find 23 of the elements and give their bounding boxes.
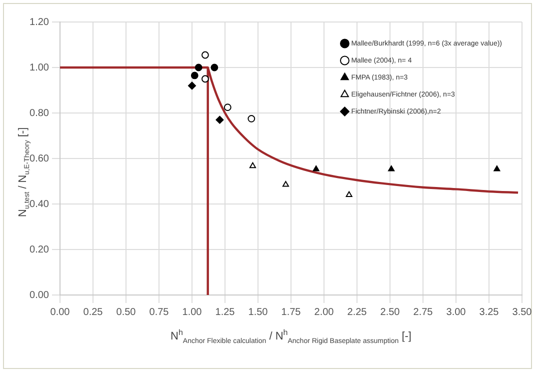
x-tick-label: 2.00 <box>314 306 334 318</box>
y-tick-label: 0.80 <box>30 108 50 119</box>
x-axis-title: N$^{h}$$_{Anchor Flexible calculation}$ / N$^{h}$$_{Anchor Rigid Baseplate assumption}$ [-] <box>170 328 412 345</box>
y-tick-label: 0.40 <box>30 198 50 210</box>
x-tick-label: 3.00 <box>446 306 466 318</box>
y-tick-label: 1.00 <box>30 62 50 74</box>
y-tick-label: 0.60 <box>30 153 50 164</box>
x-tick-label: 1.25 <box>215 306 236 318</box>
y-tick-label: 0.00 <box>30 290 50 301</box>
x-tick-label: 3.25 <box>479 306 500 318</box>
y-tick-label: 0.20 <box>30 244 50 256</box>
x-tick-label: 0.25 <box>83 306 104 318</box>
x-tick-label: 1.00 <box>182 306 202 318</box>
y-tick-label: 1.20 <box>30 16 50 28</box>
x-tick-label: 1.50 <box>248 306 268 318</box>
x-tick-label: 3.50 <box>512 306 532 318</box>
x-tick-label: 0.75 <box>149 306 170 318</box>
x-tick-label: 2.75 <box>413 306 434 318</box>
x-tick-label: 0.00 <box>50 306 70 318</box>
x-tick-label: 0.50 <box>116 306 136 318</box>
x-tick-label: 1.75 <box>281 306 302 318</box>
x-tick-label: 2.50 <box>380 306 400 318</box>
x-tick-label: 2.25 <box>347 306 368 318</box>
